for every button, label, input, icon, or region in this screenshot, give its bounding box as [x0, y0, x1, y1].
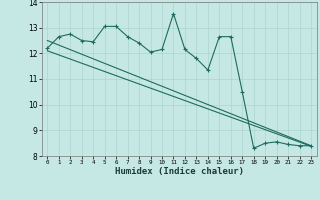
X-axis label: Humidex (Indice chaleur): Humidex (Indice chaleur) [115, 167, 244, 176]
